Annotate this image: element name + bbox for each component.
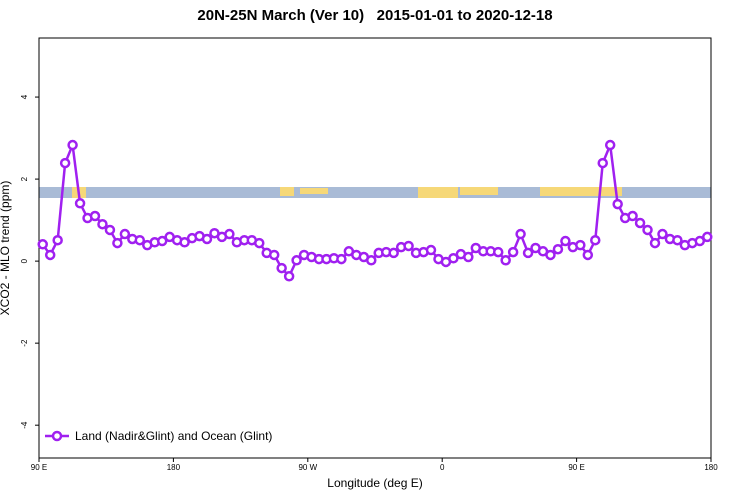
data-point: [112, 237, 123, 249]
data-point: [545, 249, 556, 261]
data-point: [37, 239, 48, 250]
data-point: [702, 231, 713, 243]
data-point: [492, 246, 504, 258]
data-point: [552, 243, 564, 255]
data-point: [582, 249, 594, 261]
data-point: [522, 247, 534, 259]
data-point: [366, 255, 377, 266]
data-point: [515, 228, 526, 240]
data-point: [291, 255, 302, 266]
data-point: [560, 235, 571, 247]
data-point: [283, 271, 295, 282]
data-point: [463, 251, 474, 263]
y-tick-label: 2: [20, 176, 29, 181]
y-axis-label: XCO2 - MLO trend (ppm): [0, 181, 12, 316]
y-tick-label: -4: [20, 421, 29, 429]
data-point: [104, 224, 116, 236]
data-point: [156, 235, 168, 247]
x-axis-label: Longitude (deg E): [327, 476, 422, 490]
data-point: [597, 157, 608, 169]
data-point: [649, 237, 661, 249]
data-point: [500, 255, 511, 266]
data-point: [97, 218, 108, 230]
data-point: [672, 234, 683, 246]
data-point: [657, 228, 668, 240]
data-point: [201, 233, 213, 245]
data-point: [634, 217, 646, 229]
x-tick-label: 90 W: [298, 463, 317, 472]
x-tick-label: 90 E: [31, 463, 47, 472]
x-tick-label: 0: [440, 463, 445, 472]
data-point: [388, 247, 399, 259]
map-strip: [39, 187, 711, 198]
data-point: [448, 253, 459, 264]
data-point: [590, 234, 601, 246]
data-point: [52, 234, 63, 246]
data-point: [44, 249, 56, 261]
data-point: [575, 239, 586, 251]
data-point: [627, 210, 638, 222]
data-point: [694, 235, 706, 247]
data-point: [67, 139, 78, 151]
y-tick-label: 4: [20, 94, 29, 99]
data-point: [425, 244, 437, 256]
data-point: [74, 198, 86, 209]
data-point: [254, 237, 265, 249]
data-point: [224, 228, 235, 240]
legend-marker: [51, 430, 63, 442]
data-point: [179, 237, 190, 248]
data-point: [134, 234, 146, 246]
data-point: [642, 224, 653, 236]
x-tick-label: 180: [704, 463, 718, 472]
data-point: [119, 228, 131, 240]
data-point: [507, 246, 519, 258]
data-point: [276, 262, 287, 274]
y-tick-label: 0: [20, 258, 29, 263]
data-point: [336, 253, 347, 265]
chart-title: 20N-25N March (Ver 10) 2015-01-01 to 202…: [197, 7, 552, 24]
legend-label: Land (Nadir&Glint) and Ocean (Glint): [75, 429, 272, 443]
data-point: [612, 198, 623, 210]
y-tick-label: -2: [20, 339, 29, 347]
plot-frame: [38, 37, 712, 459]
data-point: [89, 210, 101, 222]
x-tick-label: 90 E: [568, 463, 584, 472]
data-point: [403, 240, 414, 252]
data-point: [604, 139, 616, 151]
x-tick-label: 180: [167, 463, 181, 472]
data-point: [268, 249, 280, 261]
data-point: [59, 157, 71, 169]
